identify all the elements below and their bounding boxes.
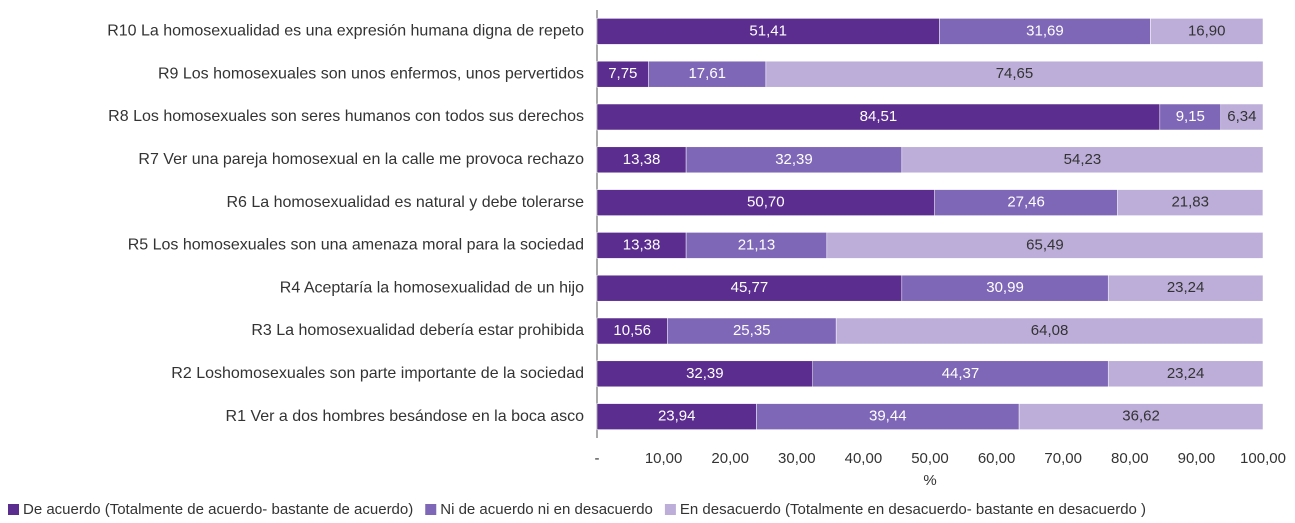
value-label: 25,35 bbox=[733, 322, 771, 339]
value-label: 9,15 bbox=[1176, 108, 1205, 125]
y-tick-label: R8 Los homosexuales son seres humanos co… bbox=[108, 108, 584, 125]
value-label: 10,56 bbox=[613, 322, 651, 339]
value-label: 74,65 bbox=[996, 65, 1034, 82]
y-tick-label: R7 Ver una pareja homosexual en la calle… bbox=[138, 151, 584, 168]
value-label: 36,62 bbox=[1122, 408, 1160, 425]
bar-segment bbox=[1159, 103, 1222, 131]
bar-segment bbox=[901, 274, 1109, 302]
value-label: 45,77 bbox=[731, 279, 769, 296]
value-label: 27,46 bbox=[1007, 194, 1045, 211]
value-label: 51,41 bbox=[749, 22, 787, 39]
bar-segment bbox=[596, 18, 940, 45]
value-label: 32,39 bbox=[775, 151, 813, 168]
bar-segment bbox=[596, 146, 687, 174]
y-tick-label: R5 Los homosexuales son una amenaza mora… bbox=[128, 237, 584, 254]
value-label: 13,38 bbox=[623, 236, 661, 253]
x-tick-label: 60,00 bbox=[978, 450, 1016, 467]
y-tick-label: R9 Los homosexuales son unos enfermos, u… bbox=[158, 65, 584, 82]
value-label: 54,23 bbox=[1064, 151, 1102, 168]
legend-label: De acuerdo (Totalmente de acuerdo- basta… bbox=[23, 501, 413, 518]
legend-swatch bbox=[8, 504, 19, 515]
x-tick-label: - bbox=[595, 450, 600, 467]
value-label: 16,90 bbox=[1188, 22, 1226, 39]
bar-segment bbox=[1220, 103, 1264, 131]
legend-swatch bbox=[425, 504, 437, 515]
bar-segment bbox=[1018, 403, 1264, 430]
value-label: 50,70 bbox=[747, 194, 785, 211]
value-label: 44,37 bbox=[942, 365, 980, 382]
bar-segment bbox=[1117, 189, 1264, 216]
y-tick-label: R3 La homosexualidad debería estar prohi… bbox=[251, 322, 584, 339]
bar-segment bbox=[1107, 360, 1264, 388]
legend-swatch bbox=[664, 504, 676, 515]
x-tick-label: 100,00 bbox=[1240, 450, 1286, 467]
bar-segment bbox=[812, 360, 1109, 388]
value-label: 23,24 bbox=[1167, 279, 1205, 296]
value-label: 7,75 bbox=[608, 65, 637, 82]
bar-segment bbox=[934, 189, 1118, 216]
bar-segment bbox=[596, 189, 935, 216]
value-label: 31,69 bbox=[1026, 22, 1064, 39]
x-tick-label: 80,00 bbox=[1111, 450, 1149, 467]
x-tick-label: 90,00 bbox=[1178, 450, 1216, 467]
y-tick-label: R4 Aceptaría la homosexualidad de un hij… bbox=[280, 279, 584, 296]
legend-label: Ni de acuerdo ni en desacuerdo bbox=[440, 501, 653, 518]
y-tick-label: R6 La homosexualidad es natural y debe t… bbox=[226, 194, 584, 211]
legend-label: En desacuerdo (Totalmente en desacuerdo-… bbox=[680, 501, 1146, 518]
bar-segment bbox=[596, 403, 757, 430]
value-label: 13,38 bbox=[623, 151, 661, 168]
x-tick-label: 20,00 bbox=[711, 450, 749, 467]
x-tick-label: 70,00 bbox=[1044, 450, 1082, 467]
value-label: 23,24 bbox=[1167, 365, 1205, 382]
value-label: 32,39 bbox=[686, 365, 724, 382]
bar-segment bbox=[596, 360, 813, 388]
value-label: 65,49 bbox=[1026, 236, 1064, 253]
bar-segment bbox=[765, 60, 1264, 88]
x-tick-label: 10,00 bbox=[645, 450, 683, 467]
bar-segment bbox=[685, 146, 903, 174]
value-label: 64,08 bbox=[1031, 322, 1069, 339]
x-tick-label: 30,00 bbox=[778, 450, 816, 467]
y-tick-label: R10 La homosexualidad es una expresión h… bbox=[107, 23, 584, 40]
bar-segment bbox=[1150, 18, 1264, 45]
bar-segment bbox=[1107, 274, 1264, 302]
x-tick-label: 50,00 bbox=[911, 450, 949, 467]
bar-segment bbox=[939, 18, 1151, 45]
value-label: 84,51 bbox=[860, 108, 898, 125]
x-tick-label: 40,00 bbox=[845, 450, 883, 467]
bar-segment bbox=[835, 317, 1264, 345]
value-label: 30,99 bbox=[986, 279, 1024, 296]
value-label: 39,44 bbox=[869, 408, 907, 425]
bar-segment bbox=[756, 403, 1020, 430]
bar-segment bbox=[596, 232, 687, 259]
bar-segment bbox=[685, 232, 828, 259]
bar-segment bbox=[826, 232, 1264, 259]
value-label: 17,61 bbox=[688, 65, 726, 82]
value-label: 6,34 bbox=[1227, 108, 1256, 125]
bar-segment bbox=[596, 317, 668, 345]
value-label: 21,83 bbox=[1171, 194, 1209, 211]
x-axis-title: % bbox=[923, 472, 936, 489]
y-tick-label: R1 Ver a dos hombres besándose en la boc… bbox=[226, 408, 585, 425]
bar-segment bbox=[901, 146, 1264, 174]
value-label: 23,94 bbox=[658, 408, 696, 425]
y-tick-label: R2 Loshomosexuales son parte importante … bbox=[171, 365, 584, 382]
bar-segment bbox=[596, 274, 903, 302]
bar-segment bbox=[667, 317, 837, 345]
value-label: 21,13 bbox=[738, 236, 776, 253]
